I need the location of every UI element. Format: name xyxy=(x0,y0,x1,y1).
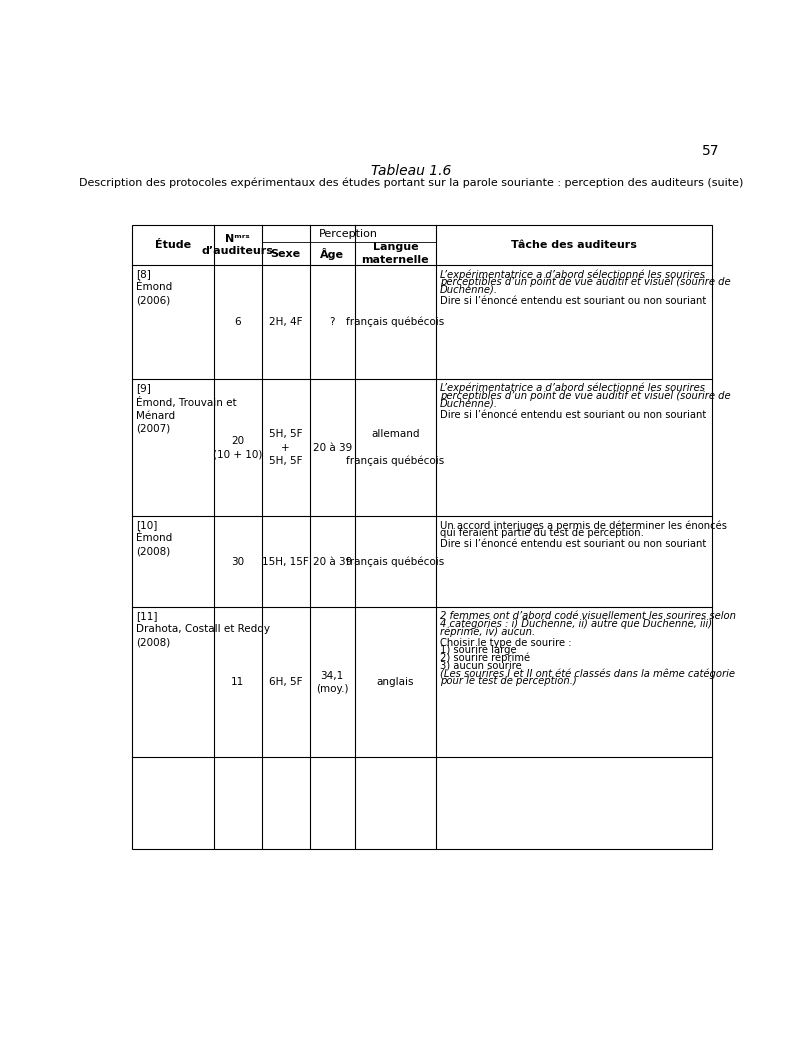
Text: Un accord interjuges a permis de déterminer les énoncés: Un accord interjuges a permis de détermi… xyxy=(440,520,727,530)
Text: ?: ? xyxy=(330,317,335,327)
Text: L’expérimentatrice a d’abord sélectionné les sourires: L’expérimentatrice a d’abord sélectionné… xyxy=(440,269,705,279)
Text: perceptibles d’un point de vue auditif et visuel (sourire de: perceptibles d’un point de vue auditif e… xyxy=(440,277,731,287)
Text: Choisir le type de sourire :: Choisir le type de sourire : xyxy=(440,638,571,648)
Text: Duchenne).: Duchenne). xyxy=(440,398,498,408)
Text: Duchenne).: Duchenne). xyxy=(440,284,498,294)
Text: 5H, 5F
+
5H, 5F: 5H, 5F + 5H, 5F xyxy=(269,429,302,466)
Text: Dire si l’énoncé entendu est souriant ou non souriant: Dire si l’énoncé entendu est souriant ou… xyxy=(440,539,706,549)
Bar xyxy=(132,225,712,849)
Text: L’expérimentatrice a d’abord sélectionné les sourires: L’expérimentatrice a d’abord sélectionné… xyxy=(440,383,705,394)
Text: 6: 6 xyxy=(234,317,241,327)
Text: 34,1
(moy.): 34,1 (moy.) xyxy=(316,671,348,694)
Text: (Les sourires I et II ont été classés dans la même catégorie: (Les sourires I et II ont été classés da… xyxy=(440,668,735,678)
Text: 11: 11 xyxy=(231,677,245,687)
Text: Nᵐʳˢ
d’auditeurs: Nᵐʳˢ d’auditeurs xyxy=(202,234,274,256)
Text: qui feraient partie du test de perception.: qui feraient partie du test de perceptio… xyxy=(440,527,644,538)
Text: 20 à 39: 20 à 39 xyxy=(313,556,352,567)
Text: Étude: Étude xyxy=(155,240,191,250)
Text: Dire si l’énoncé entendu est souriant ou non souriant: Dire si l’énoncé entendu est souriant ou… xyxy=(440,410,706,420)
Text: [8]
Émond
(2006): [8] Émond (2006) xyxy=(136,269,173,305)
Text: 2H, 4F: 2H, 4F xyxy=(269,317,302,327)
Text: 4 catégories : i) Duchenne, ii) autre que Duchenne, iii): 4 catégories : i) Duchenne, ii) autre qu… xyxy=(440,619,712,629)
Text: [11]
Drahota, Costall et Reddy
(2008): [11] Drahota, Costall et Reddy (2008) xyxy=(136,611,270,647)
Text: 15H, 15F: 15H, 15F xyxy=(262,556,309,567)
Text: 3) aucun sourire: 3) aucun sourire xyxy=(440,661,522,671)
Text: 2) sourire réprimé: 2) sourire réprimé xyxy=(440,653,530,664)
Text: français québécois: français québécois xyxy=(346,556,445,567)
Text: 30: 30 xyxy=(231,556,244,567)
Text: français québécois: français québécois xyxy=(346,317,445,327)
Text: allemand

français québécois: allemand français québécois xyxy=(346,429,445,466)
Text: 20 à 39: 20 à 39 xyxy=(313,443,352,452)
Text: 2 femmes ont d’abord codé visuellement les sourires selon: 2 femmes ont d’abord codé visuellement l… xyxy=(440,611,736,621)
Text: [10]
Émond
(2008): [10] Émond (2008) xyxy=(136,520,173,556)
Text: Âge: Âge xyxy=(320,248,344,259)
Text: perceptibles d’un point de vue auditif et visuel (sourire de: perceptibles d’un point de vue auditif e… xyxy=(440,391,731,400)
Text: Sexe: Sexe xyxy=(271,249,301,258)
Text: anglais: anglais xyxy=(377,677,414,687)
Text: réprimé, iv) aucun.: réprimé, iv) aucun. xyxy=(440,626,535,637)
Text: Perception: Perception xyxy=(319,228,378,239)
Text: pour le test de perception.): pour le test de perception.) xyxy=(440,676,577,686)
Text: 6H, 5F: 6H, 5F xyxy=(269,677,302,687)
Text: 20
(10 + 10): 20 (10 + 10) xyxy=(213,436,262,460)
Text: [9]
Émond, Trouvain et
Ménard
(2007): [9] Émond, Trouvain et Ménard (2007) xyxy=(136,383,237,433)
Text: 57: 57 xyxy=(702,144,719,158)
Text: Langue
maternelle: Langue maternelle xyxy=(361,243,429,265)
Text: Description des protocoles expérimentaux des études portant sur la parole souria: Description des protocoles expérimentaux… xyxy=(79,177,744,188)
Text: 1) sourire large: 1) sourire large xyxy=(440,645,517,655)
Text: Tâche des auditeurs: Tâche des auditeurs xyxy=(511,240,637,250)
Text: Tableau 1.6: Tableau 1.6 xyxy=(371,164,451,177)
Text: Dire si l’énoncé entendu est souriant ou non souriant: Dire si l’énoncé entendu est souriant ou… xyxy=(440,296,706,305)
